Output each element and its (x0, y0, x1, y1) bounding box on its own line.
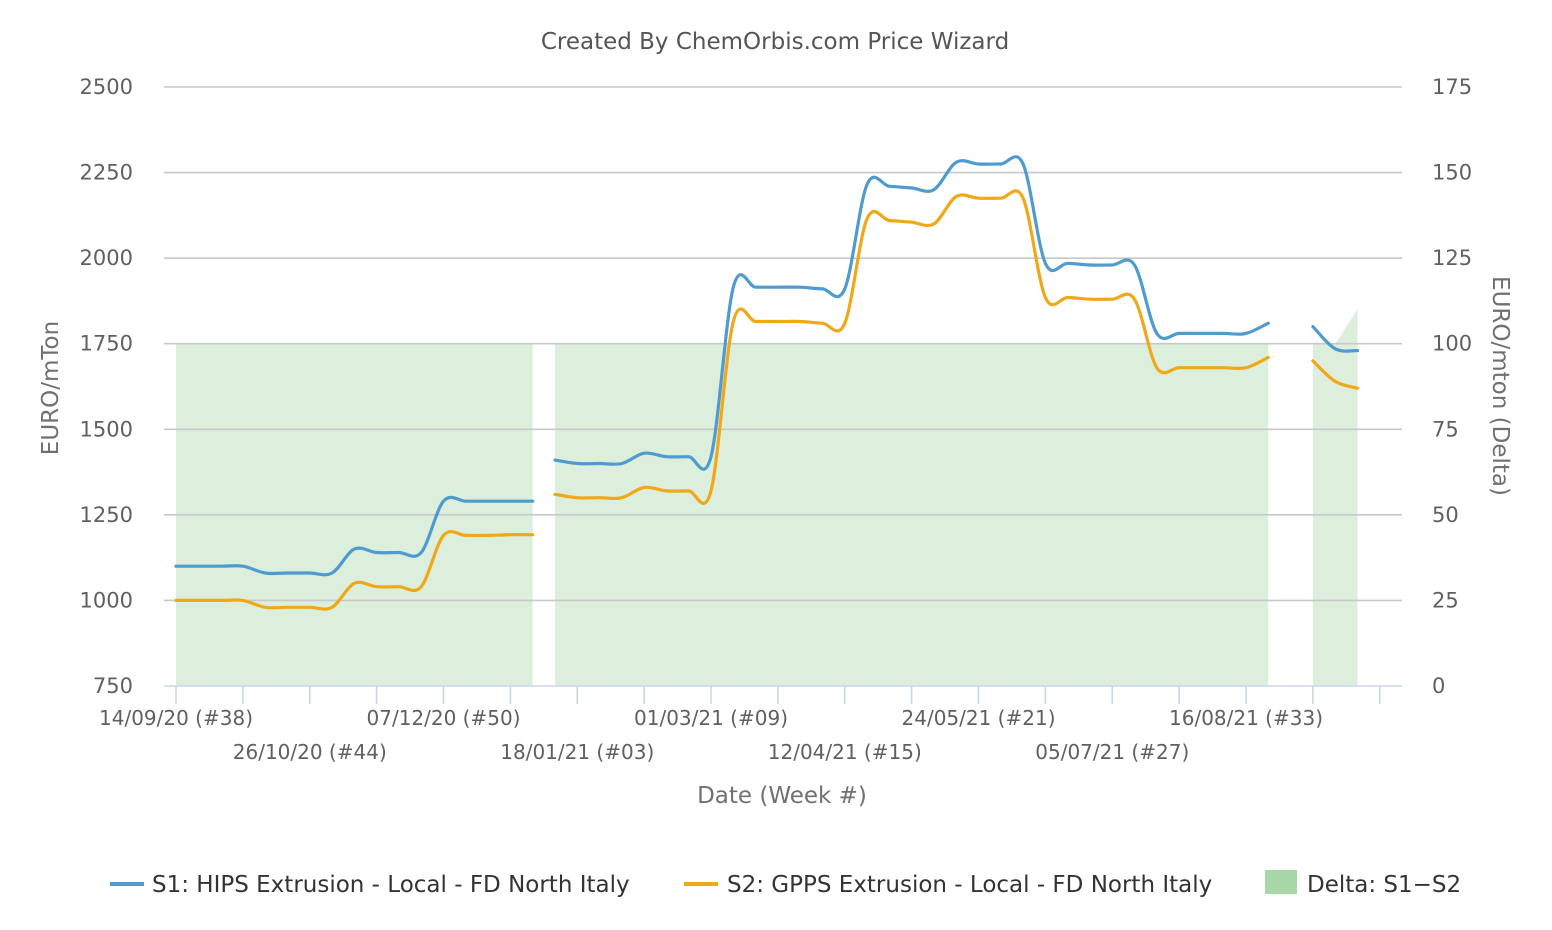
y-axis-left-title: EURO/mTon (38, 321, 64, 455)
y-right-tick-label: 50 (1432, 503, 1459, 527)
s1-line-segment-3 (1311, 325, 1360, 353)
gridlines (164, 86, 1402, 602)
x-tick-label: 24/05/21 (#21) (902, 706, 1056, 730)
y-axis-right-title: EURO/mton (Delta) (1487, 276, 1513, 496)
y-left-tick-label: 1500 (80, 417, 133, 441)
y-right-tick-label: 75 (1432, 417, 1459, 441)
y-left-tick-label: 2250 (80, 161, 133, 185)
x-axis-title: Date (Week #) (697, 783, 867, 809)
y-right-tick-label: 175 (1432, 75, 1472, 99)
s2-line-segment-3 (1311, 359, 1360, 390)
y-left-tick-label: 1000 (80, 588, 133, 612)
x-tick-label: 12/04/21 (#15) (768, 740, 922, 764)
y-left-tick-label: 2500 (80, 75, 133, 99)
legend-label-s2: S2: GPPS Extrusion - Local - FD North It… (727, 872, 1212, 898)
s2-line-segment-1 (174, 530, 535, 611)
legend-swatch-delta (1265, 870, 1297, 894)
y-axis-right: 0 25 50 75 100 125 150 175 (1432, 75, 1472, 698)
y-right-tick-label: 100 (1432, 332, 1472, 356)
legend-item-s2[interactable]: S2: GPPS Extrusion - Local - FD North It… (684, 872, 1212, 898)
y-right-tick-label: 25 (1432, 588, 1459, 612)
x-tick-label: 14/09/20 (#38) (99, 706, 253, 730)
s1-line-segment-1 (174, 495, 535, 577)
legend-label-s1: S1: HIPS Extrusion - Local - FD North It… (152, 872, 630, 898)
x-tick-label: 07/12/20 (#50) (367, 706, 521, 730)
s1-line-segment-2 (553, 155, 1270, 471)
legend-item-s1[interactable]: S1: HIPS Extrusion - Local - FD North It… (110, 872, 630, 898)
chart-title: Created By ChemOrbis.com Price Wizard (541, 29, 1009, 55)
x-tick-label: 18/01/21 (#03) (500, 740, 654, 764)
x-tick-label: 01/03/21 (#09) (634, 706, 788, 730)
x-tick-label: 16/08/21 (#33) (1169, 706, 1323, 730)
s2-line-segment-2 (553, 189, 1270, 506)
delta-area-layer (176, 309, 1358, 686)
y-left-tick-label: 1250 (80, 503, 133, 527)
y-left-tick-label: 750 (93, 674, 133, 698)
legend: S1: HIPS Extrusion - Local - FD North It… (110, 870, 1461, 898)
y-left-tick-label: 1750 (80, 332, 133, 356)
legend-item-delta[interactable]: Delta: S1−S2 (1265, 870, 1461, 898)
x-tick-label: 05/07/21 (#27) (1035, 740, 1189, 764)
y-right-tick-label: 0 (1432, 674, 1445, 698)
delta-area-segment-3 (1312, 309, 1358, 686)
y-left-tick-label: 2000 (80, 246, 133, 270)
x-axis: 14/09/20 (#38) 26/10/20 (#44) 07/12/20 (#5… (99, 685, 1402, 764)
series-lines (174, 155, 1360, 611)
x-tick-label: 26/10/20 (#44) (233, 740, 387, 764)
legend-label-delta: Delta: S1−S2 (1307, 872, 1461, 898)
y-axis-left: 750 1000 1250 1500 1750 2000 2250 2500 (80, 75, 133, 698)
y-right-tick-label: 125 (1432, 246, 1472, 270)
y-right-tick-label: 150 (1432, 161, 1472, 185)
